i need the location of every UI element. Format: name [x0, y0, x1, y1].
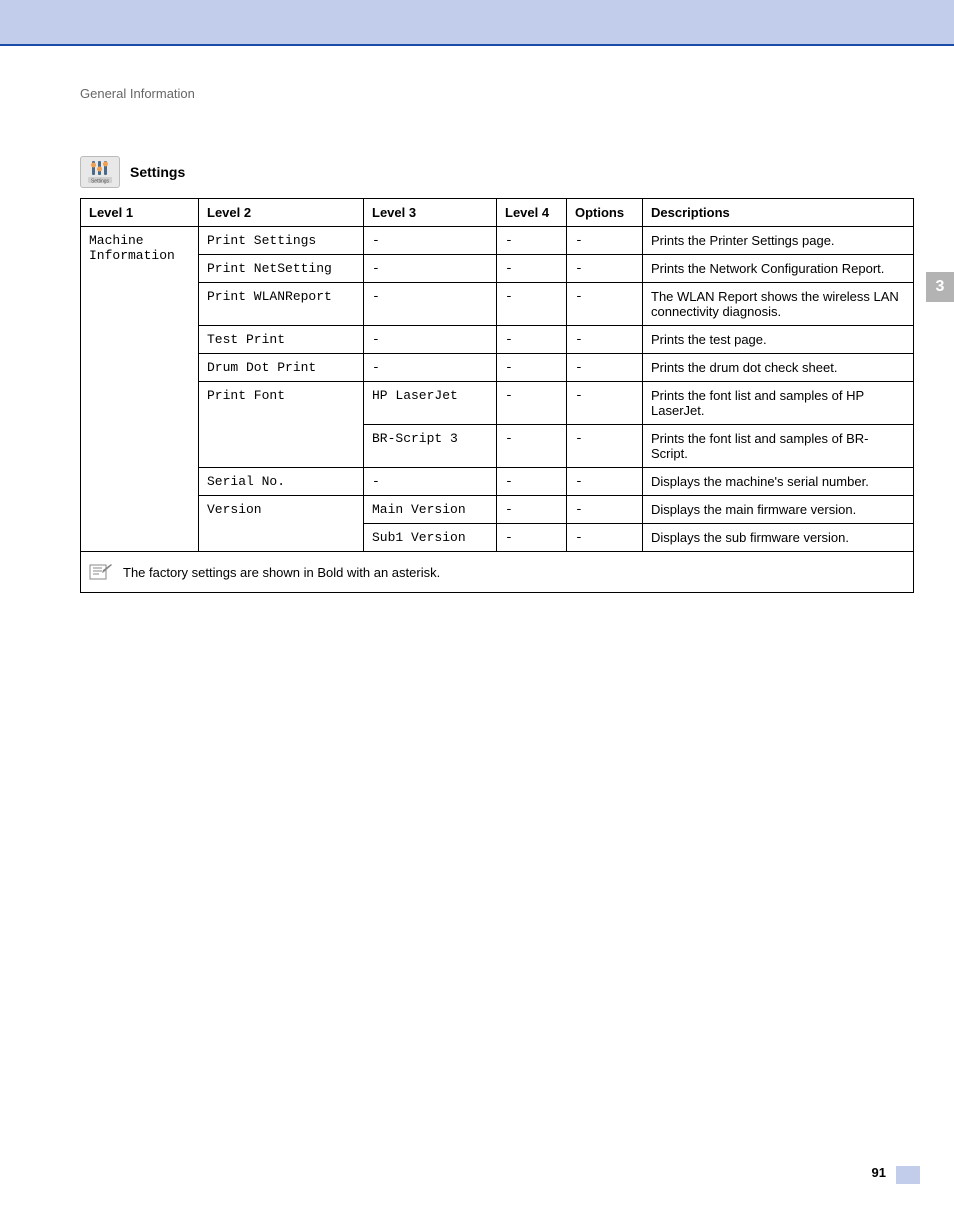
note-cell: The factory settings are shown in Bold w…: [81, 552, 914, 593]
header-level1: Level 1: [81, 199, 199, 227]
cell-options: -: [567, 382, 643, 425]
section-title: Settings: [130, 164, 185, 180]
cell-level2: Print NetSetting: [199, 255, 364, 283]
cell-level4: -: [497, 283, 567, 326]
cell-level4: -: [497, 382, 567, 425]
cell-options: -: [567, 524, 643, 552]
cell-options: -: [567, 468, 643, 496]
cell-options: -: [567, 326, 643, 354]
cell-level4: -: [497, 468, 567, 496]
cell-level4: -: [497, 227, 567, 255]
cell-options: -: [567, 496, 643, 524]
cell-level2: Test Print: [199, 326, 364, 354]
cell-level2: Serial No.: [199, 468, 364, 496]
table-row: Version Main Version - - Displays the ma…: [81, 496, 914, 524]
breadcrumb: General Information: [80, 86, 914, 101]
cell-options: -: [567, 255, 643, 283]
top-bar: [0, 0, 954, 46]
cell-description: Prints the font list and samples of BR-S…: [643, 425, 914, 468]
cell-level4: -: [497, 354, 567, 382]
cell-level4: -: [497, 524, 567, 552]
table-row: Drum Dot Print - - - Prints the drum dot…: [81, 354, 914, 382]
note-icon: [89, 562, 113, 582]
cell-description: The WLAN Report shows the wireless LAN c…: [643, 283, 914, 326]
cell-level2: Print Font: [199, 382, 364, 468]
header-level2: Level 2: [199, 199, 364, 227]
cell-level2: Print WLANReport: [199, 283, 364, 326]
header-level3: Level 3: [364, 199, 497, 227]
cell-description: Displays the main firmware version.: [643, 496, 914, 524]
cell-level1: Machine Information: [81, 227, 199, 552]
table-header-row: Level 1 Level 2 Level 3 Level 4 Options …: [81, 199, 914, 227]
cell-level3: -: [364, 255, 497, 283]
cell-options: -: [567, 227, 643, 255]
cell-description: Prints the drum dot check sheet.: [643, 354, 914, 382]
cell-options: -: [567, 425, 643, 468]
settings-table: Level 1 Level 2 Level 3 Level 4 Options …: [80, 198, 914, 593]
side-chapter-tab: 3: [926, 272, 954, 302]
cell-level4: -: [497, 496, 567, 524]
page-number: 91: [872, 1165, 886, 1180]
settings-header: Settings Settings: [80, 156, 914, 188]
settings-icon: Settings: [80, 156, 120, 188]
cell-level3: BR-Script 3: [364, 425, 497, 468]
cell-description: Prints the Printer Settings page.: [643, 227, 914, 255]
cell-description: Displays the machine's serial number.: [643, 468, 914, 496]
cell-options: -: [567, 354, 643, 382]
cell-description: Prints the Network Configuration Report.: [643, 255, 914, 283]
svg-text:Settings: Settings: [91, 179, 110, 185]
table-row: Print WLANReport - - - The WLAN Report s…: [81, 283, 914, 326]
cell-level3: -: [364, 326, 497, 354]
cell-description: Displays the sub firmware version.: [643, 524, 914, 552]
cell-level3: -: [364, 354, 497, 382]
cell-level3: -: [364, 227, 497, 255]
cell-level3: Main Version: [364, 496, 497, 524]
cell-level3: -: [364, 283, 497, 326]
page-marker: [896, 1166, 920, 1184]
cell-description: Prints the font list and samples of HP L…: [643, 382, 914, 425]
table-row: Test Print - - - Prints the test page.: [81, 326, 914, 354]
header-options: Options: [567, 199, 643, 227]
note-text: The factory settings are shown in Bold w…: [123, 565, 440, 580]
cell-level3: HP LaserJet: [364, 382, 497, 425]
header-descriptions: Descriptions: [643, 199, 914, 227]
table-note-row: The factory settings are shown in Bold w…: [81, 552, 914, 593]
cell-options: -: [567, 283, 643, 326]
cell-description: Prints the test page.: [643, 326, 914, 354]
cell-level2: Print Settings: [199, 227, 364, 255]
cell-level2: Drum Dot Print: [199, 354, 364, 382]
table-row: Print Font HP LaserJet - - Prints the fo…: [81, 382, 914, 425]
table-row: Machine Information Print Settings - - -…: [81, 227, 914, 255]
cell-level3: Sub1 Version: [364, 524, 497, 552]
table-row: Print NetSetting - - - Prints the Networ…: [81, 255, 914, 283]
header-level4: Level 4: [497, 199, 567, 227]
cell-level4: -: [497, 425, 567, 468]
cell-level3: -: [364, 468, 497, 496]
cell-level4: -: [497, 255, 567, 283]
cell-level2: Version: [199, 496, 364, 552]
page-content: General Information Settings Settings Le…: [0, 46, 954, 593]
table-row: Serial No. - - - Displays the machine's …: [81, 468, 914, 496]
cell-level4: -: [497, 326, 567, 354]
